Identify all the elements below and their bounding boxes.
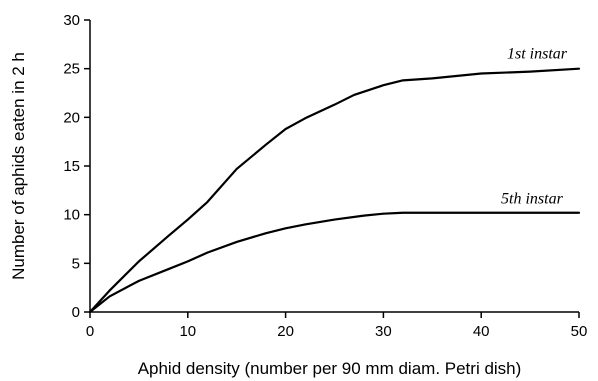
series-lines bbox=[88, 67, 581, 314]
series-labels: 1st instar 5th instar bbox=[501, 46, 568, 208]
axes bbox=[89, 20, 579, 313]
series-label-2: 5th instar bbox=[501, 191, 564, 208]
y-tick-label: 5 bbox=[72, 255, 80, 272]
x-axis-title: Aphid density (number per 90 mm diam. Pe… bbox=[138, 359, 522, 378]
y-tick-label: 15 bbox=[63, 158, 80, 175]
x-tick-label: 50 bbox=[571, 323, 588, 340]
x-tick-label: 10 bbox=[179, 323, 196, 340]
x-tick-label: 20 bbox=[277, 323, 294, 340]
y-tick-label: 0 bbox=[72, 304, 80, 321]
y-tick-label: 30 bbox=[63, 12, 80, 29]
series-line-2 bbox=[88, 211, 581, 314]
x-tick-label: 0 bbox=[86, 323, 94, 340]
y-axis-title: Number of aphids eaten in 2 h bbox=[9, 52, 28, 280]
x-tick-label: 40 bbox=[473, 323, 490, 340]
y-tick-label: 25 bbox=[63, 61, 80, 78]
y-tick-label: 20 bbox=[63, 109, 80, 126]
x-axis-ticks: 0 10 20 30 40 50 bbox=[86, 312, 588, 340]
series-label-1: 1st instar bbox=[507, 46, 568, 63]
y-tick-label: 10 bbox=[63, 207, 80, 224]
y-axis-ticks: 0 5 10 15 20 25 30 bbox=[63, 12, 90, 321]
series-line-1 bbox=[88, 67, 581, 314]
x-tick-label: 30 bbox=[375, 323, 392, 340]
